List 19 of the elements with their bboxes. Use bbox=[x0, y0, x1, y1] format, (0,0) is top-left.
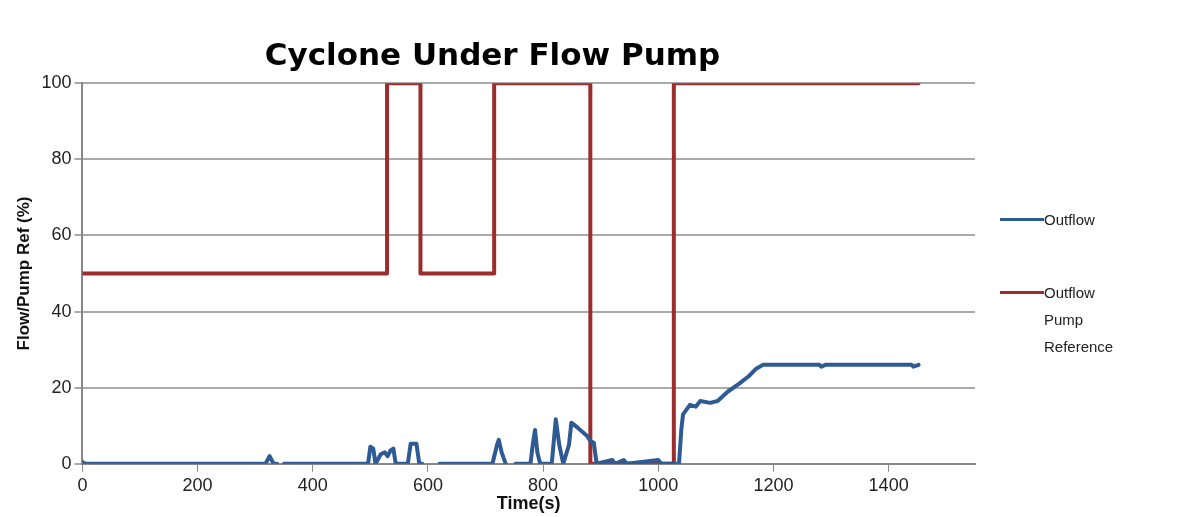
x-tick-label: 200 bbox=[182, 474, 213, 495]
chart-title: Cyclone Under Flow Pump bbox=[264, 35, 721, 72]
y-tick-label: 100 bbox=[41, 72, 72, 93]
y-tick-label: 0 bbox=[61, 452, 72, 473]
x-tick-label: 400 bbox=[297, 474, 328, 495]
x-axis-title: Time(s) bbox=[496, 493, 561, 514]
x-tick-label: 0 bbox=[77, 474, 88, 495]
y-tick-label: 20 bbox=[51, 376, 72, 397]
y-tick-label: 80 bbox=[51, 148, 72, 169]
y-tick-label: 40 bbox=[51, 300, 72, 321]
legend-label: Outflow Pump Reference bbox=[1044, 283, 1115, 357]
x-tick-label: 1200 bbox=[753, 474, 794, 495]
x-tick-label: 1400 bbox=[868, 474, 909, 495]
y-axis-title: Flow/Pump Ref (%) bbox=[13, 196, 33, 351]
x-tick-label: 800 bbox=[528, 474, 559, 495]
x-tick-label: 1000 bbox=[638, 474, 679, 495]
y-tick-label: 60 bbox=[51, 224, 72, 245]
legend-label: Outflow bbox=[1044, 210, 1096, 230]
x-tick-label: 600 bbox=[412, 474, 443, 495]
